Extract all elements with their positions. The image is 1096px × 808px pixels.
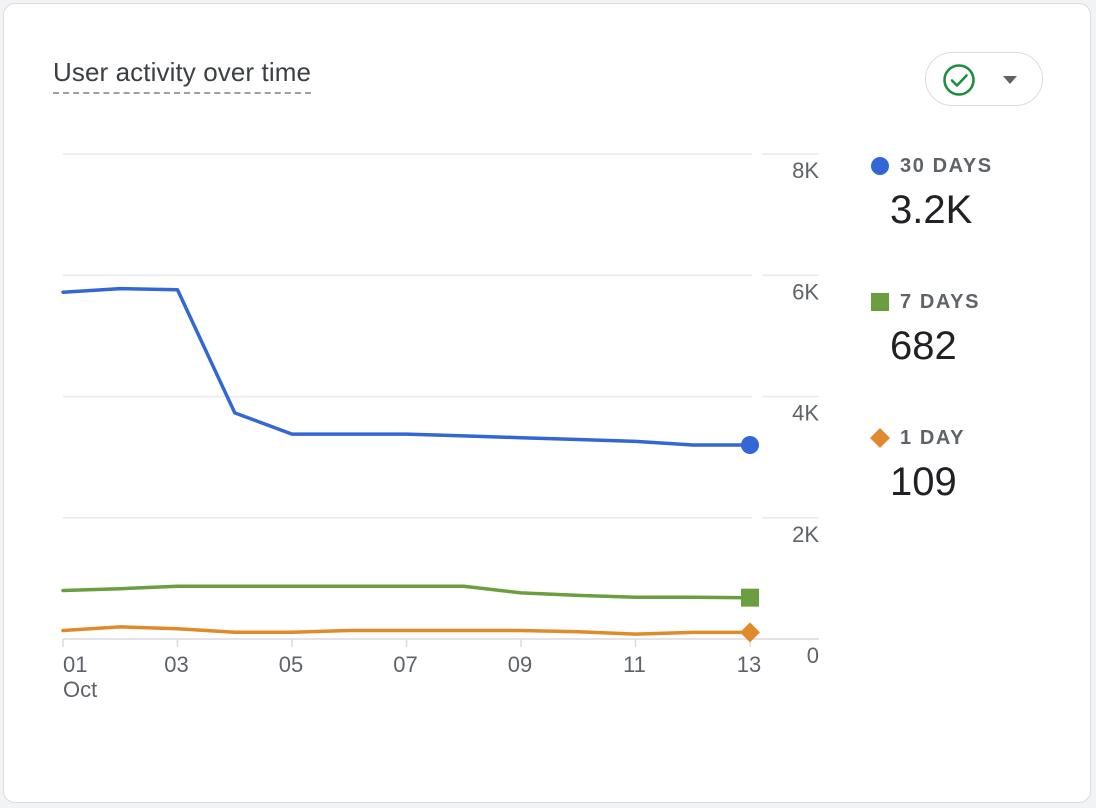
comparison-filter-button[interactable] xyxy=(925,52,1043,106)
x-tick-label: 11 xyxy=(623,652,646,677)
legend: 30 DAYS 3.2K 7 DAYS 682 1 DAY 109 xyxy=(870,152,1070,560)
x-tick-label: 05 xyxy=(279,652,303,677)
series-line-3 xyxy=(61,625,752,636)
green-square-icon xyxy=(870,292,890,312)
x-tick-sublabel: Oct xyxy=(63,677,97,702)
legend-value: 109 xyxy=(890,460,957,504)
y-tick-label: 8K xyxy=(792,158,819,183)
line-chart: 0 2K 4K 6K 8K 01 03 05 07 09 11 13 Oct xyxy=(61,153,819,702)
legend-item-30-days[interactable]: 30 DAYS 3.2K xyxy=(870,152,1070,288)
caret-down-icon xyxy=(1003,76,1017,84)
series-end-marker xyxy=(740,622,760,643)
legend-item-1-day[interactable]: 1 DAY 109 xyxy=(870,424,1070,560)
series-line-2 xyxy=(61,584,752,600)
legend-label: 1 DAY xyxy=(900,426,966,449)
grid-lines xyxy=(63,153,819,640)
blue-circle-icon xyxy=(870,156,890,176)
legend-label: 7 DAYS xyxy=(900,290,981,313)
legend-value: 3.2K xyxy=(890,188,973,232)
y-axis-ticks: 0 2K 4K 6K 8K xyxy=(792,158,819,668)
x-tick-label: 09 xyxy=(508,652,532,677)
series-end-marker xyxy=(741,588,759,607)
series-line-1 xyxy=(61,286,752,447)
x-tick-label: 13 xyxy=(737,652,761,677)
y-tick-label: 6K xyxy=(792,279,819,304)
y-tick-label: 2K xyxy=(792,522,819,547)
x-tick-label: 01 xyxy=(63,652,87,677)
y-tick-label: 0 xyxy=(807,643,819,668)
user-activity-card: User activity over time 0 2K 4K 6K 8K 01 03 05… xyxy=(3,3,1091,803)
card-title[interactable]: User activity over time xyxy=(53,56,312,94)
x-axis-ticks: 01 03 05 07 09 11 13 Oct xyxy=(62,639,761,702)
series-lines xyxy=(61,286,760,643)
legend-label: 30 DAYS xyxy=(900,154,993,177)
legend-item-7-days[interactable]: 7 DAYS 682 xyxy=(870,288,1070,424)
orange-diamond-icon xyxy=(870,428,890,448)
y-tick-label: 4K xyxy=(792,401,819,426)
check-circle-icon xyxy=(943,64,975,96)
x-tick-label: 03 xyxy=(164,652,188,677)
x-tick-label: 07 xyxy=(393,652,417,677)
series-end-marker xyxy=(741,436,759,454)
legend-value: 682 xyxy=(890,324,957,368)
